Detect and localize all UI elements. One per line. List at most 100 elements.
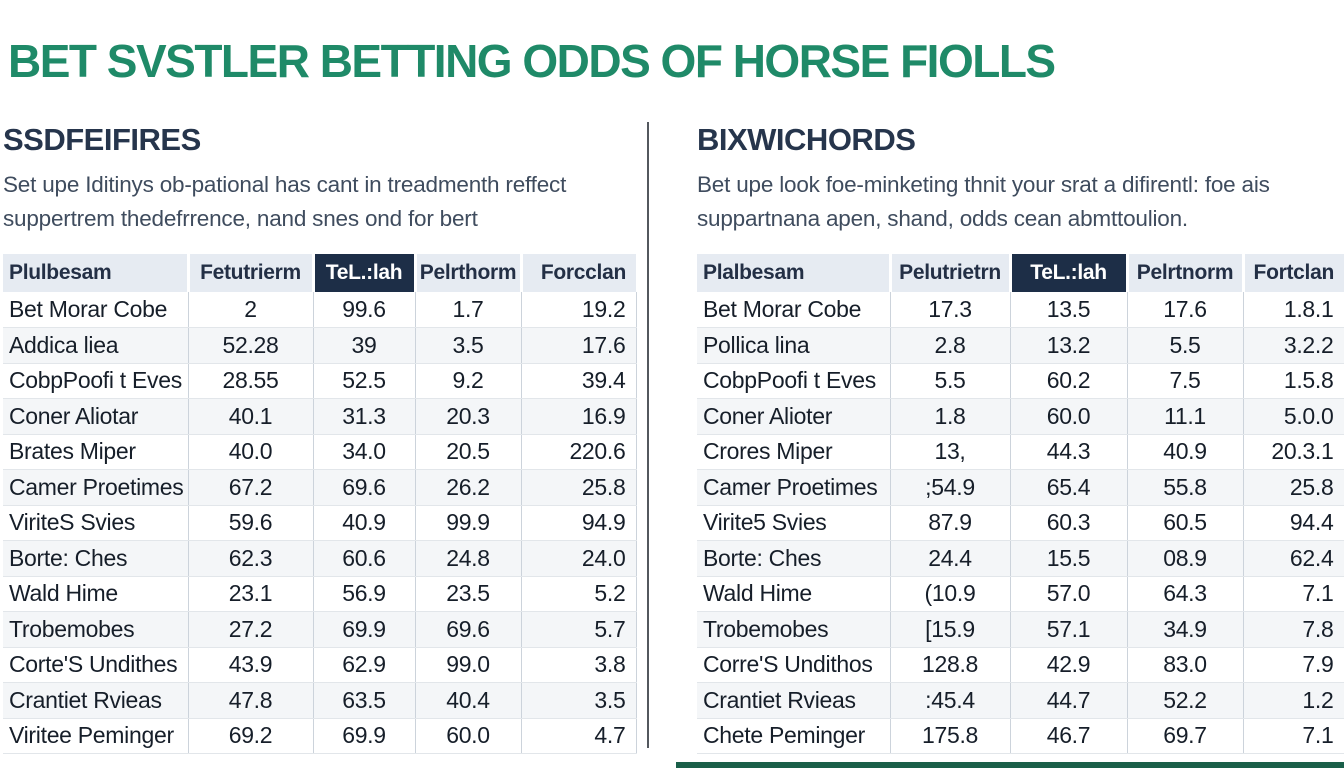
odds-value-cell: 40.1 <box>187 398 313 435</box>
horse-name-cell: Coner Aliotar <box>3 398 188 435</box>
odds-value-cell: 7.9 <box>1242 647 1344 683</box>
column-header: Plalbesam <box>697 254 890 292</box>
odds-value-cell: 87.9 <box>889 505 1010 541</box>
horse-name-cell: Corte'S Undithes <box>3 647 188 683</box>
horse-name-cell: Crantiet Rvieas <box>697 682 890 719</box>
odds-value-cell: 175.8 <box>889 718 1010 754</box>
odds-value-cell: 17.6 <box>1126 292 1243 328</box>
column-header-highlighted: TeL.:lah <box>1008 254 1127 292</box>
odds-value-cell: 69.6 <box>414 611 521 648</box>
odds-value-cell: 69.7 <box>1126 718 1243 754</box>
column-header: Pelrthorm <box>413 254 521 292</box>
horse-name-cell: Borte: Ches <box>3 540 188 577</box>
odds-value-cell: 69.2 <box>187 718 313 754</box>
table-row: Crantiet Rvieas 47.8 63.5 40.4 3.5 <box>3 682 637 719</box>
table-row: Viritee Peminger 69.2 69.9 60.0 4.7 <box>3 718 637 754</box>
odds-value-cell: 15.5 <box>1009 540 1127 577</box>
odds-value-cell: 46.7 <box>1009 718 1127 754</box>
right-panel-description: Bet upe look foe-minketing thnit your sr… <box>697 168 1344 236</box>
odds-value-cell: 16.9 <box>520 398 637 435</box>
table-row: Wald Hime 23.1 56.9 23.5 5.2 <box>3 576 637 612</box>
odds-value-cell: 24.8 <box>414 540 521 577</box>
odds-value-cell: 99.0 <box>414 647 521 683</box>
horse-name-cell: Viritee Peminger <box>3 718 188 754</box>
odds-value-cell: 39.4 <box>520 363 637 399</box>
table-row: Addica liea 52.28 39 3.5 17.6 <box>3 327 637 364</box>
table-row: Corte'S Undithes 43.9 62.9 99.0 3.8 <box>3 647 637 683</box>
table-row: ViriteS Svies 59.6 40.9 99.9 94.9 <box>3 505 637 541</box>
odds-value-cell: 34.9 <box>1126 611 1243 648</box>
horse-name-cell: ViriteS Svies <box>3 505 188 541</box>
odds-value-cell: 5.7 <box>520 611 637 648</box>
horse-name-cell: Trobemobes <box>3 611 188 648</box>
odds-value-cell: 25.8 <box>1242 469 1344 506</box>
table-row: Corre'S Undithos 128.8 42.9 83.0 7.9 <box>697 647 1344 683</box>
table-row: Chete Peminger 175.8 46.7 69.7 7.1 <box>697 718 1344 754</box>
odds-value-cell: 20.3.1 <box>1242 434 1344 470</box>
odds-value-cell: 23.5 <box>414 576 521 612</box>
odds-value-cell: 62.9 <box>312 647 415 683</box>
horse-name-cell: Wald Hime <box>3 576 188 612</box>
horse-name-cell: Crantiet Rvieas <box>3 682 188 719</box>
odds-value-cell: 55.8 <box>1126 469 1243 506</box>
odds-value-cell: 3.8 <box>520 647 637 683</box>
right-panel-heading: BIXWICHORDS <box>697 122 916 157</box>
odds-value-cell: 39 <box>312 327 415 364</box>
panel-divider <box>647 122 649 748</box>
left-panel-description: Set upe Iditinys ob-pational has cant in… <box>3 168 633 236</box>
odds-value-cell: 69.9 <box>312 718 415 754</box>
left-panel: SSDFEIFIRES Set upe Iditinys ob-pational… <box>3 122 637 754</box>
right-odds-table: Plalbesam Pelutrietrn TeL.:lah Pelrtnorm For… <box>697 254 1344 754</box>
odds-value-cell: 40.0 <box>187 434 313 470</box>
odds-value-cell: 5.2 <box>520 576 637 612</box>
odds-value-cell: 94.9 <box>520 505 637 541</box>
description-line: Set upe Iditinys ob-pational has cant in… <box>3 172 567 197</box>
odds-value-cell: 42.9 <box>1009 647 1127 683</box>
odds-value-cell: 27.2 <box>187 611 313 648</box>
odds-value-cell: 40.4 <box>414 682 521 719</box>
horse-name-cell: CobpPoofi t Eves <box>3 363 188 399</box>
odds-value-cell: 47.8 <box>187 682 313 719</box>
horse-name-cell: Wald Hime <box>697 576 890 612</box>
odds-value-cell: 64.3 <box>1126 576 1243 612</box>
odds-value-cell: 3.5 <box>520 682 637 719</box>
column-header: Pelrtnorm <box>1125 254 1243 292</box>
odds-value-cell: 17.6 <box>520 327 637 364</box>
odds-value-cell: 34.0 <box>312 434 415 470</box>
horse-name-cell: Addica liea <box>3 327 188 364</box>
description-line: Bet upe look foe-minketing thnit your sr… <box>697 172 1270 197</box>
table-header-row: Plalbesam Pelutrietrn TeL.:lah Pelrtnorm For… <box>697 254 1344 292</box>
odds-value-cell: 57.0 <box>1009 576 1127 612</box>
odds-value-cell: 43.9 <box>187 647 313 683</box>
odds-value-cell: 4.7 <box>520 718 637 754</box>
horse-name-cell: Camer Proetimes <box>697 469 890 506</box>
odds-value-cell: 5.0.0 <box>1242 398 1344 435</box>
odds-value-cell: 40.9 <box>1126 434 1243 470</box>
odds-value-cell: 08.9 <box>1126 540 1243 577</box>
horse-name-cell: Crores Miper <box>697 434 890 470</box>
odds-value-cell: 3.5 <box>414 327 521 364</box>
horse-name-cell: Corre'S Undithos <box>697 647 890 683</box>
odds-value-cell: 60.0 <box>1009 398 1127 435</box>
horse-name-cell: Brates Miper <box>3 434 188 470</box>
odds-value-cell: 1.8 <box>889 398 1010 435</box>
odds-value-cell: 60.2 <box>1009 363 1127 399</box>
table-header-row: Plulbesam Fetutrierm TeL.:lah Pelrthorm Forc… <box>3 254 636 292</box>
horse-name-cell: Pollica lina <box>697 327 890 364</box>
odds-value-cell: 44.7 <box>1009 682 1127 719</box>
odds-value-cell: 52.2 <box>1126 682 1243 719</box>
odds-value-cell: 63.5 <box>312 682 415 719</box>
odds-value-cell: 13.2 <box>1009 327 1127 364</box>
horse-name-cell: Bet Morar Cobe <box>697 292 890 328</box>
table-row: Brates Miper 40.0 34.0 20.5 220.6 <box>3 434 637 470</box>
odds-value-cell: 60.6 <box>312 540 415 577</box>
odds-value-cell: 13, <box>889 434 1010 470</box>
table-row: Camer Proetimes ;54.9 65.4 55.8 25.8 <box>697 469 1344 506</box>
odds-value-cell: 1.2 <box>1242 682 1344 719</box>
odds-value-cell: 26.2 <box>414 469 521 506</box>
odds-value-cell: 52.5 <box>312 363 415 399</box>
column-header-highlighted: TeL.:lah <box>311 254 415 292</box>
horse-name-cell: Borte: Ches <box>697 540 890 577</box>
column-header: Plulbesam <box>3 254 188 292</box>
odds-value-cell: 25.8 <box>520 469 637 506</box>
